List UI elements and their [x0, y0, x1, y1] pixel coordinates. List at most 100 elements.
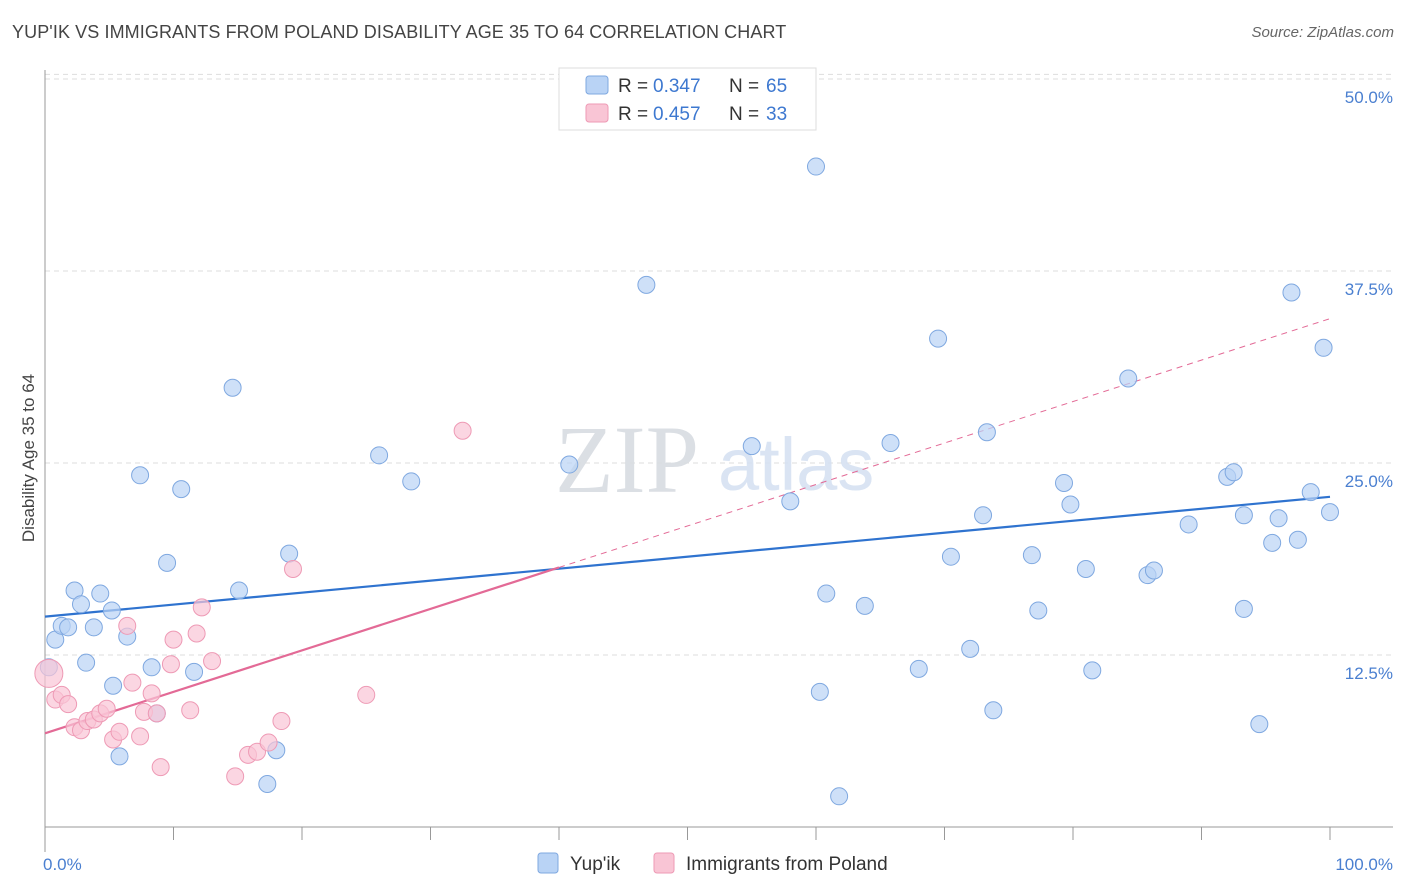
point-yupik: [102, 601, 121, 620]
chart-title: YUP'IK VS IMMIGRANTS FROM POLAND DISABIL…: [12, 22, 787, 42]
legend-swatch-blue: [585, 75, 609, 95]
point-yupik: [230, 581, 249, 600]
point-yupik: [91, 584, 110, 603]
point-poland: [151, 758, 170, 777]
point-poland: [161, 655, 180, 674]
legend-n-label-1: N =: [729, 76, 759, 97]
point-yupik: [172, 480, 191, 499]
point-poland: [97, 699, 116, 718]
point-yupik: [280, 544, 299, 563]
point-poland: [284, 559, 303, 578]
x-axis-ticks: [44, 827, 1331, 852]
point-yupik: [855, 596, 874, 615]
point-poland: [453, 421, 472, 440]
point-yupik: [1061, 495, 1080, 514]
gridlines: [45, 73, 1393, 656]
point-yupik: [974, 506, 993, 525]
point-poland: [272, 712, 291, 731]
source-label: Source: ZipAtlas.com: [1251, 24, 1394, 41]
point-yupik: [817, 584, 836, 603]
point-poland: [357, 685, 376, 704]
point-yupik: [258, 775, 277, 794]
point-yupik: [158, 553, 177, 572]
point-yupik: [1263, 533, 1282, 552]
point-poland: [187, 624, 206, 643]
point-poland: [181, 701, 200, 720]
trend-line-poland: [44, 566, 560, 735]
point-yupik: [807, 157, 825, 176]
point-yupik: [1314, 338, 1333, 357]
bottom-legend-swatch-yupik: [537, 852, 559, 874]
x-tick-label-min: 0.0%: [43, 855, 82, 874]
point-yupik: [1022, 546, 1041, 565]
point-yupik: [110, 747, 129, 766]
point-poland: [147, 704, 166, 723]
bottom-legend-swatch-poland: [653, 852, 675, 874]
point-yupik: [1144, 561, 1163, 580]
point-yupik: [1250, 715, 1269, 734]
point-yupik: [370, 446, 389, 465]
point-poland: [142, 684, 161, 703]
point-yupik: [1288, 530, 1307, 549]
legend-n-value-2: 33: [766, 104, 787, 125]
legend-r-value-2: 0.457: [653, 104, 701, 125]
point-yupik: [223, 378, 242, 397]
point-yupik: [84, 618, 103, 637]
y-axis-tick-labels: 12.5% 25.0% 37.5% 50.0%: [1345, 88, 1393, 683]
point-yupik: [881, 434, 900, 453]
point-yupik: [77, 653, 96, 672]
point-yupik: [560, 455, 579, 474]
point-yupik: [977, 423, 996, 442]
legend-n-value-1: 65: [766, 76, 787, 97]
point-yupik: [59, 618, 78, 637]
point-yupik: [810, 682, 829, 701]
point-poland: [118, 616, 137, 635]
point-yupik: [71, 595, 90, 614]
point-poland: [164, 630, 183, 649]
point-yupik: [929, 329, 948, 348]
y-tick-label: 37.5%: [1345, 280, 1393, 299]
x-tick-label-max: 100.0%: [1335, 855, 1393, 874]
point-yupik: [984, 701, 1003, 720]
point-yupik: [637, 275, 656, 294]
legend-n-label-2: N =: [729, 104, 759, 125]
legend-r-label-2: R =: [618, 104, 648, 125]
bottom-legend: Yup'ik Immigrants from Poland: [537, 852, 888, 875]
point-yupik: [961, 639, 980, 658]
point-poland: [123, 673, 142, 692]
point-poland: [34, 658, 64, 688]
point-poland: [259, 733, 278, 752]
legend-r-label-1: R =: [618, 76, 648, 97]
point-yupik: [1119, 369, 1138, 388]
y-tick-label: 12.5%: [1345, 664, 1393, 683]
trend-lines: [44, 318, 1331, 735]
point-poland: [203, 652, 222, 671]
point-yupik: [1076, 559, 1095, 578]
point-yupik: [742, 437, 761, 456]
point-yupik: [1321, 503, 1339, 522]
watermark: ZIP atlas: [555, 406, 874, 513]
point-yupik: [1269, 509, 1288, 528]
point-yupik: [1029, 601, 1048, 620]
legend-swatch-pink: [585, 103, 609, 123]
y-axis-label: Disability Age 35 to 64: [19, 374, 38, 542]
point-yupik: [1234, 599, 1253, 618]
series-poland-points: [34, 421, 472, 786]
point-yupik: [1055, 473, 1074, 492]
trend-line-yupik: [44, 495, 1331, 618]
point-yupik: [909, 659, 928, 678]
point-yupik: [941, 547, 960, 566]
point-yupik: [185, 662, 204, 681]
point-yupik: [1282, 283, 1301, 302]
y-tick-label: 25.0%: [1345, 472, 1393, 491]
point-poland: [226, 767, 245, 786]
point-yupik: [104, 676, 123, 695]
point-poland: [131, 727, 150, 746]
point-poland: [110, 722, 129, 741]
point-yupik: [131, 466, 150, 485]
y-tick-label: 50.0%: [1345, 88, 1393, 107]
bottom-legend-poland: Immigrants from Poland: [686, 854, 888, 875]
point-poland: [192, 598, 211, 617]
watermark-atlas: atlas: [718, 423, 874, 506]
